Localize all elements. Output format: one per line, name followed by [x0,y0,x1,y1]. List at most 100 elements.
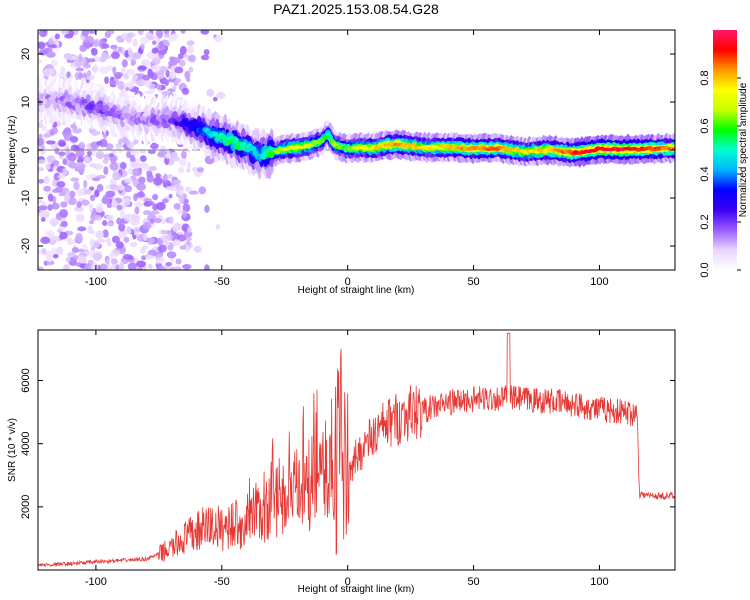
noise-blob [152,34,158,41]
noise-blob [123,236,130,243]
spectrogram-x-tick-label: -50 [214,276,230,288]
noise-blob [147,34,154,41]
noise-blob [132,38,138,47]
noise-blob [56,180,66,188]
noise-blob [88,203,94,213]
noise-blob [141,74,151,81]
noise-blob [200,54,210,61]
noise-blob [107,239,112,247]
noise-blob [127,262,138,270]
noise-blob [38,178,45,184]
noise-blob [70,177,80,182]
ridge-cell [232,137,239,143]
noise-blob [111,199,118,208]
noise-blob [165,262,173,267]
noise-blob [106,65,113,72]
noise-blob [116,217,122,225]
noise-blob [184,70,191,80]
noise-blob [38,210,48,218]
noise-blob [77,188,82,197]
spectrogram-x-tick-label: 50 [467,276,479,288]
noise-blob [139,36,149,45]
noise-blob [43,176,50,184]
noise-blob [59,231,68,240]
noise-blob [174,78,182,84]
noise-blob [172,266,182,270]
noise-blob [112,172,122,181]
noise-blob [196,167,204,173]
noise-blob [81,199,90,206]
noise-blob [203,48,210,56]
noise-blob [96,184,104,192]
snr-x-tick-label: 0 [345,576,351,588]
noise-blob [119,161,127,170]
noise-blob [110,249,120,258]
noise-blob [105,143,114,150]
noise-blob [126,226,132,233]
noise-blob [93,64,99,74]
spectrogram-x-label: Height of straight line (km) [298,285,415,296]
noise-blob [67,252,76,258]
noise-blob [186,45,195,55]
noise-blob [147,149,156,155]
noise-blob [177,166,185,174]
snr-panel: -100 -50 0 50 100 2000 4000 6000 Height of stra… [7,329,676,595]
noise-blob [182,203,191,213]
noise-blob [102,229,109,238]
noise-blob [158,150,168,156]
noise-blob [166,174,174,179]
noise-blob [132,52,142,60]
snr-y-label: SNR (10 * v/v) [7,418,18,482]
noise-blob [176,208,184,215]
noise-blob [140,43,145,51]
noise-blob [38,58,43,65]
spectrogram-x-tick-label: -100 [85,276,107,288]
noise-blob [171,73,177,79]
noise-blob [60,221,68,228]
noise-blob [41,200,46,206]
noise-blob [176,185,184,191]
noise-blob [75,161,86,170]
noise-blob [140,246,146,254]
noise-blob [75,148,85,158]
noise-blob [44,230,55,236]
noise-blob [188,190,199,195]
noise-blob [107,222,113,227]
noise-blob [163,30,170,35]
noise-blob [84,188,92,195]
noise-blob [182,210,187,218]
noise-blob [52,166,57,173]
noise-blob [170,152,178,158]
noise-blob [158,40,165,50]
noise-blob [40,216,46,222]
noise-blob [54,161,59,167]
noise-blob [136,157,141,163]
noise-blob [122,82,131,87]
noise-blob [98,139,108,148]
noise-blob [193,245,202,253]
noise-blob [115,264,120,270]
noise-blob [206,89,215,97]
noise-blob [153,176,163,186]
spectrogram-y-tick-label: -20 [20,238,32,254]
noise-blob [64,193,71,202]
noise-blob [47,193,54,202]
noise-blob [186,40,195,46]
noise-blob [170,57,181,64]
noise-blob [118,223,126,232]
noise-blob [157,265,166,270]
noise-blob [102,132,107,140]
noise-blob [204,204,210,213]
noise-blob [101,43,110,49]
noise-blob [83,156,91,164]
noise-blob [132,74,138,81]
noise-blob [212,96,218,102]
noise-blob [89,194,96,202]
noise-blob [43,185,51,192]
noise-blob [38,159,47,165]
snr-frame [37,329,676,571]
noise-blob [85,40,91,50]
noise-blob [170,185,177,192]
